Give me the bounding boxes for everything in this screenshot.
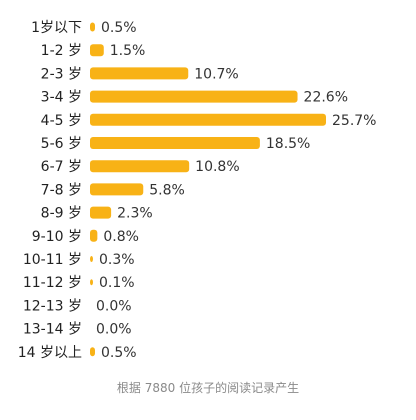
value-label: 0.0% (96, 322, 132, 338)
category-label: 6-7 岁 (41, 159, 82, 175)
category-label: 2-3 岁 (41, 66, 82, 82)
category-label: 14 岁以上 (18, 345, 82, 361)
value-label: 2.3% (117, 206, 153, 222)
category-label: 5-6 岁 (41, 136, 82, 152)
value-label: 0.1% (99, 275, 135, 291)
bar (90, 22, 95, 32)
category-label: 4-5 岁 (41, 113, 82, 129)
category-label: 10-11 岁 (23, 252, 82, 268)
bar (90, 229, 98, 242)
value-label: 10.7% (194, 66, 238, 82)
value-label: 0.3% (99, 252, 135, 268)
bar (90, 256, 93, 262)
bar (90, 206, 112, 219)
bar (90, 137, 260, 149)
bar (90, 90, 298, 103)
value-label: 5.8% (149, 182, 185, 198)
value-label: 0.0% (96, 298, 132, 314)
category-label: 7-8 岁 (41, 182, 82, 198)
category-label: 8-9 岁 (41, 206, 82, 222)
category-label: 3-4 岁 (41, 90, 82, 106)
value-label: 10.8% (195, 159, 239, 175)
chart-footnote: 根据 7880 位孩子的阅读记录产生 (117, 380, 299, 395)
bars-group (90, 22, 326, 357)
value-label: 1.5% (110, 43, 146, 59)
bar (90, 67, 189, 80)
category-label: 1岁以下 (31, 20, 82, 36)
bar (90, 279, 93, 286)
value-label: 0.8% (103, 229, 139, 245)
bar (90, 113, 326, 126)
category-label: 13-14 岁 (23, 322, 82, 338)
category-labels: 1岁以下 1-2 岁 2-3 岁 3-4 岁 4-5 岁 5-6 岁 6-7 岁 7-8 岁 8… (18, 20, 82, 361)
bar (90, 44, 104, 57)
value-label: 0.5% (101, 20, 137, 36)
value-label: 18.5% (266, 136, 310, 152)
bar (90, 347, 95, 357)
category-label: 12-13 岁 (23, 298, 82, 314)
value-label: 25.7% (332, 113, 376, 129)
category-label: 1-2 岁 (41, 43, 82, 59)
value-label: 22.6% (304, 90, 348, 106)
value-labels: 0.5% 1.5% 10.7% 22.6% 25.7% 18.5% 10.8% 5.8% 2.3… (96, 20, 376, 361)
value-label: 0.5% (101, 345, 137, 361)
category-label: 9-10 岁 (32, 229, 82, 245)
bar (90, 160, 190, 173)
bar (90, 183, 144, 196)
category-label: 11-12 岁 (23, 275, 82, 291)
